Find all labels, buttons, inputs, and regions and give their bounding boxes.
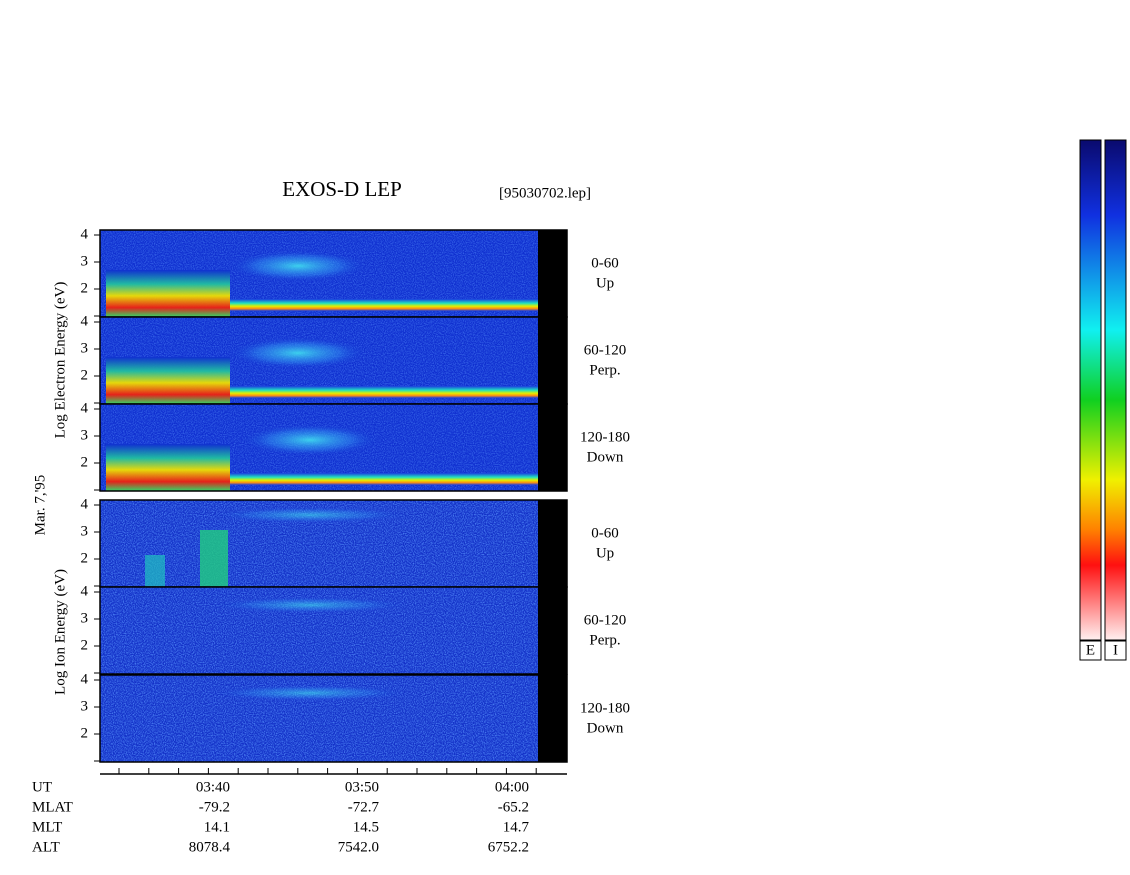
y-tick-label: 4: [81, 583, 89, 599]
y-tick-label: 2: [81, 637, 89, 653]
panel-direction: Perp.: [589, 632, 620, 648]
data-gap: [538, 587, 567, 674]
time-tick-label: 03:50: [345, 779, 379, 795]
panel: 4 3 2 0-60 Up: [81, 226, 619, 318]
colorbar-label: E: [1086, 642, 1095, 658]
data-gap: [538, 500, 567, 587]
panel-angle: 60-120: [584, 342, 627, 358]
cloud: [228, 337, 368, 369]
orbit-value: 14.5: [353, 819, 379, 835]
colorbar-label-box: [1079, 640, 1102, 661]
orbit-info: UT MLAT MLT ALT 03:40 -79.2 14.1 8078.4 03:50 -72…: [32, 768, 537, 855]
y-tick-label: 2: [81, 367, 89, 383]
cloud: [210, 597, 410, 613]
ion-axis-label: Log Ion Energy (eV): [52, 569, 68, 695]
orbit-value: -65.2: [498, 799, 529, 815]
panel: 4 3 2 120-180 Down: [81, 671, 630, 763]
data-gap: [538, 230, 567, 317]
colorbar-ion: [1104, 139, 1127, 641]
panel-frame: [99, 586, 568, 675]
panel-frame: [99, 674, 568, 763]
orbit-value: 8078.4: [189, 839, 231, 855]
low-energy-region: [106, 444, 230, 491]
time-tick-label: 04:00: [495, 779, 529, 795]
panel-angle: 60-120: [584, 612, 627, 628]
electron-axis-label: Log Electron Energy (eV): [52, 282, 68, 439]
panel-angle: 0-60: [591, 255, 619, 271]
data-gap: [538, 404, 567, 491]
panel-angle: 0-60: [591, 525, 619, 541]
band: [230, 386, 538, 398]
band: [230, 473, 538, 485]
y-tick-label: 4: [81, 496, 89, 512]
data-gap: [538, 675, 567, 762]
band: [230, 299, 538, 311]
spectrogram-panels: 4 3 2 0-60 Up 4 3 2 60-120 Perp. 4 3 2 120-180 Down 4 3 2…: [81, 226, 630, 763]
y-tick-label: 3: [81, 340, 89, 356]
y-tick-label: 4: [81, 226, 89, 242]
low-energy-region: [106, 270, 230, 317]
title: EXOS-D LEP: [282, 177, 402, 201]
colorbars: E I: [1079, 139, 1127, 661]
low-energy-region: [106, 357, 230, 404]
y-tick-label: 3: [81, 698, 89, 714]
y-tick-label: 4: [81, 400, 89, 416]
y-tick-label: 3: [81, 427, 89, 443]
orbit-value: 14.7: [503, 819, 530, 835]
y-tick-label: 4: [81, 671, 89, 687]
panel-direction: Up: [596, 545, 614, 561]
colorbar-label-box: [1104, 640, 1127, 661]
colorbar-label: I: [1113, 642, 1118, 658]
panel-frame: [99, 403, 568, 492]
orbit-label: MLT: [32, 819, 62, 835]
panel-direction: Down: [587, 449, 624, 465]
burst: [200, 530, 228, 587]
panel: 4 3 2 0-60 Up: [81, 496, 619, 588]
y-tick-label: 3: [81, 253, 89, 269]
panel-direction: Down: [587, 720, 624, 736]
panel: 4 3 2 60-120 Perp.: [81, 583, 627, 675]
orbit-value: 7542.0: [338, 839, 379, 855]
y-tick-label: 2: [81, 454, 89, 470]
orbit-label: ALT: [32, 839, 60, 855]
panel-direction: Up: [596, 275, 614, 291]
panel: 4 3 2 60-120 Perp.: [81, 313, 627, 405]
burst: [145, 555, 165, 587]
orbit-value: 14.1: [204, 819, 230, 835]
y-tick-label: 2: [81, 550, 89, 566]
orbit-value: -72.7: [348, 799, 380, 815]
orbit-label: MLAT: [32, 799, 73, 815]
colorbar-electron: [1079, 139, 1102, 641]
y-tick-label: 3: [81, 523, 89, 539]
cloud: [210, 685, 410, 701]
cloud: [240, 424, 380, 456]
orbit-label: UT: [32, 779, 52, 795]
panel: 4 3 2 120-180 Down: [81, 400, 630, 492]
y-tick-label: 3: [81, 610, 89, 626]
orbit-value: -79.2: [199, 799, 230, 815]
y-tick-label: 4: [81, 313, 89, 329]
orbit-value: 6752.2: [488, 839, 529, 855]
y-tick-label: 2: [81, 280, 89, 296]
panel-angle: 120-180: [580, 429, 630, 445]
file-name: [95030702.lep]: [499, 185, 591, 201]
cloud: [210, 507, 410, 523]
panel-direction: Perp.: [589, 362, 620, 378]
cloud: [228, 250, 368, 282]
y-tick-label: 2: [81, 725, 89, 741]
date: Mar. 7,'95: [32, 475, 48, 536]
data-gap: [538, 317, 567, 404]
time-tick-label: 03:40: [196, 779, 230, 795]
panel-angle: 120-180: [580, 700, 630, 716]
